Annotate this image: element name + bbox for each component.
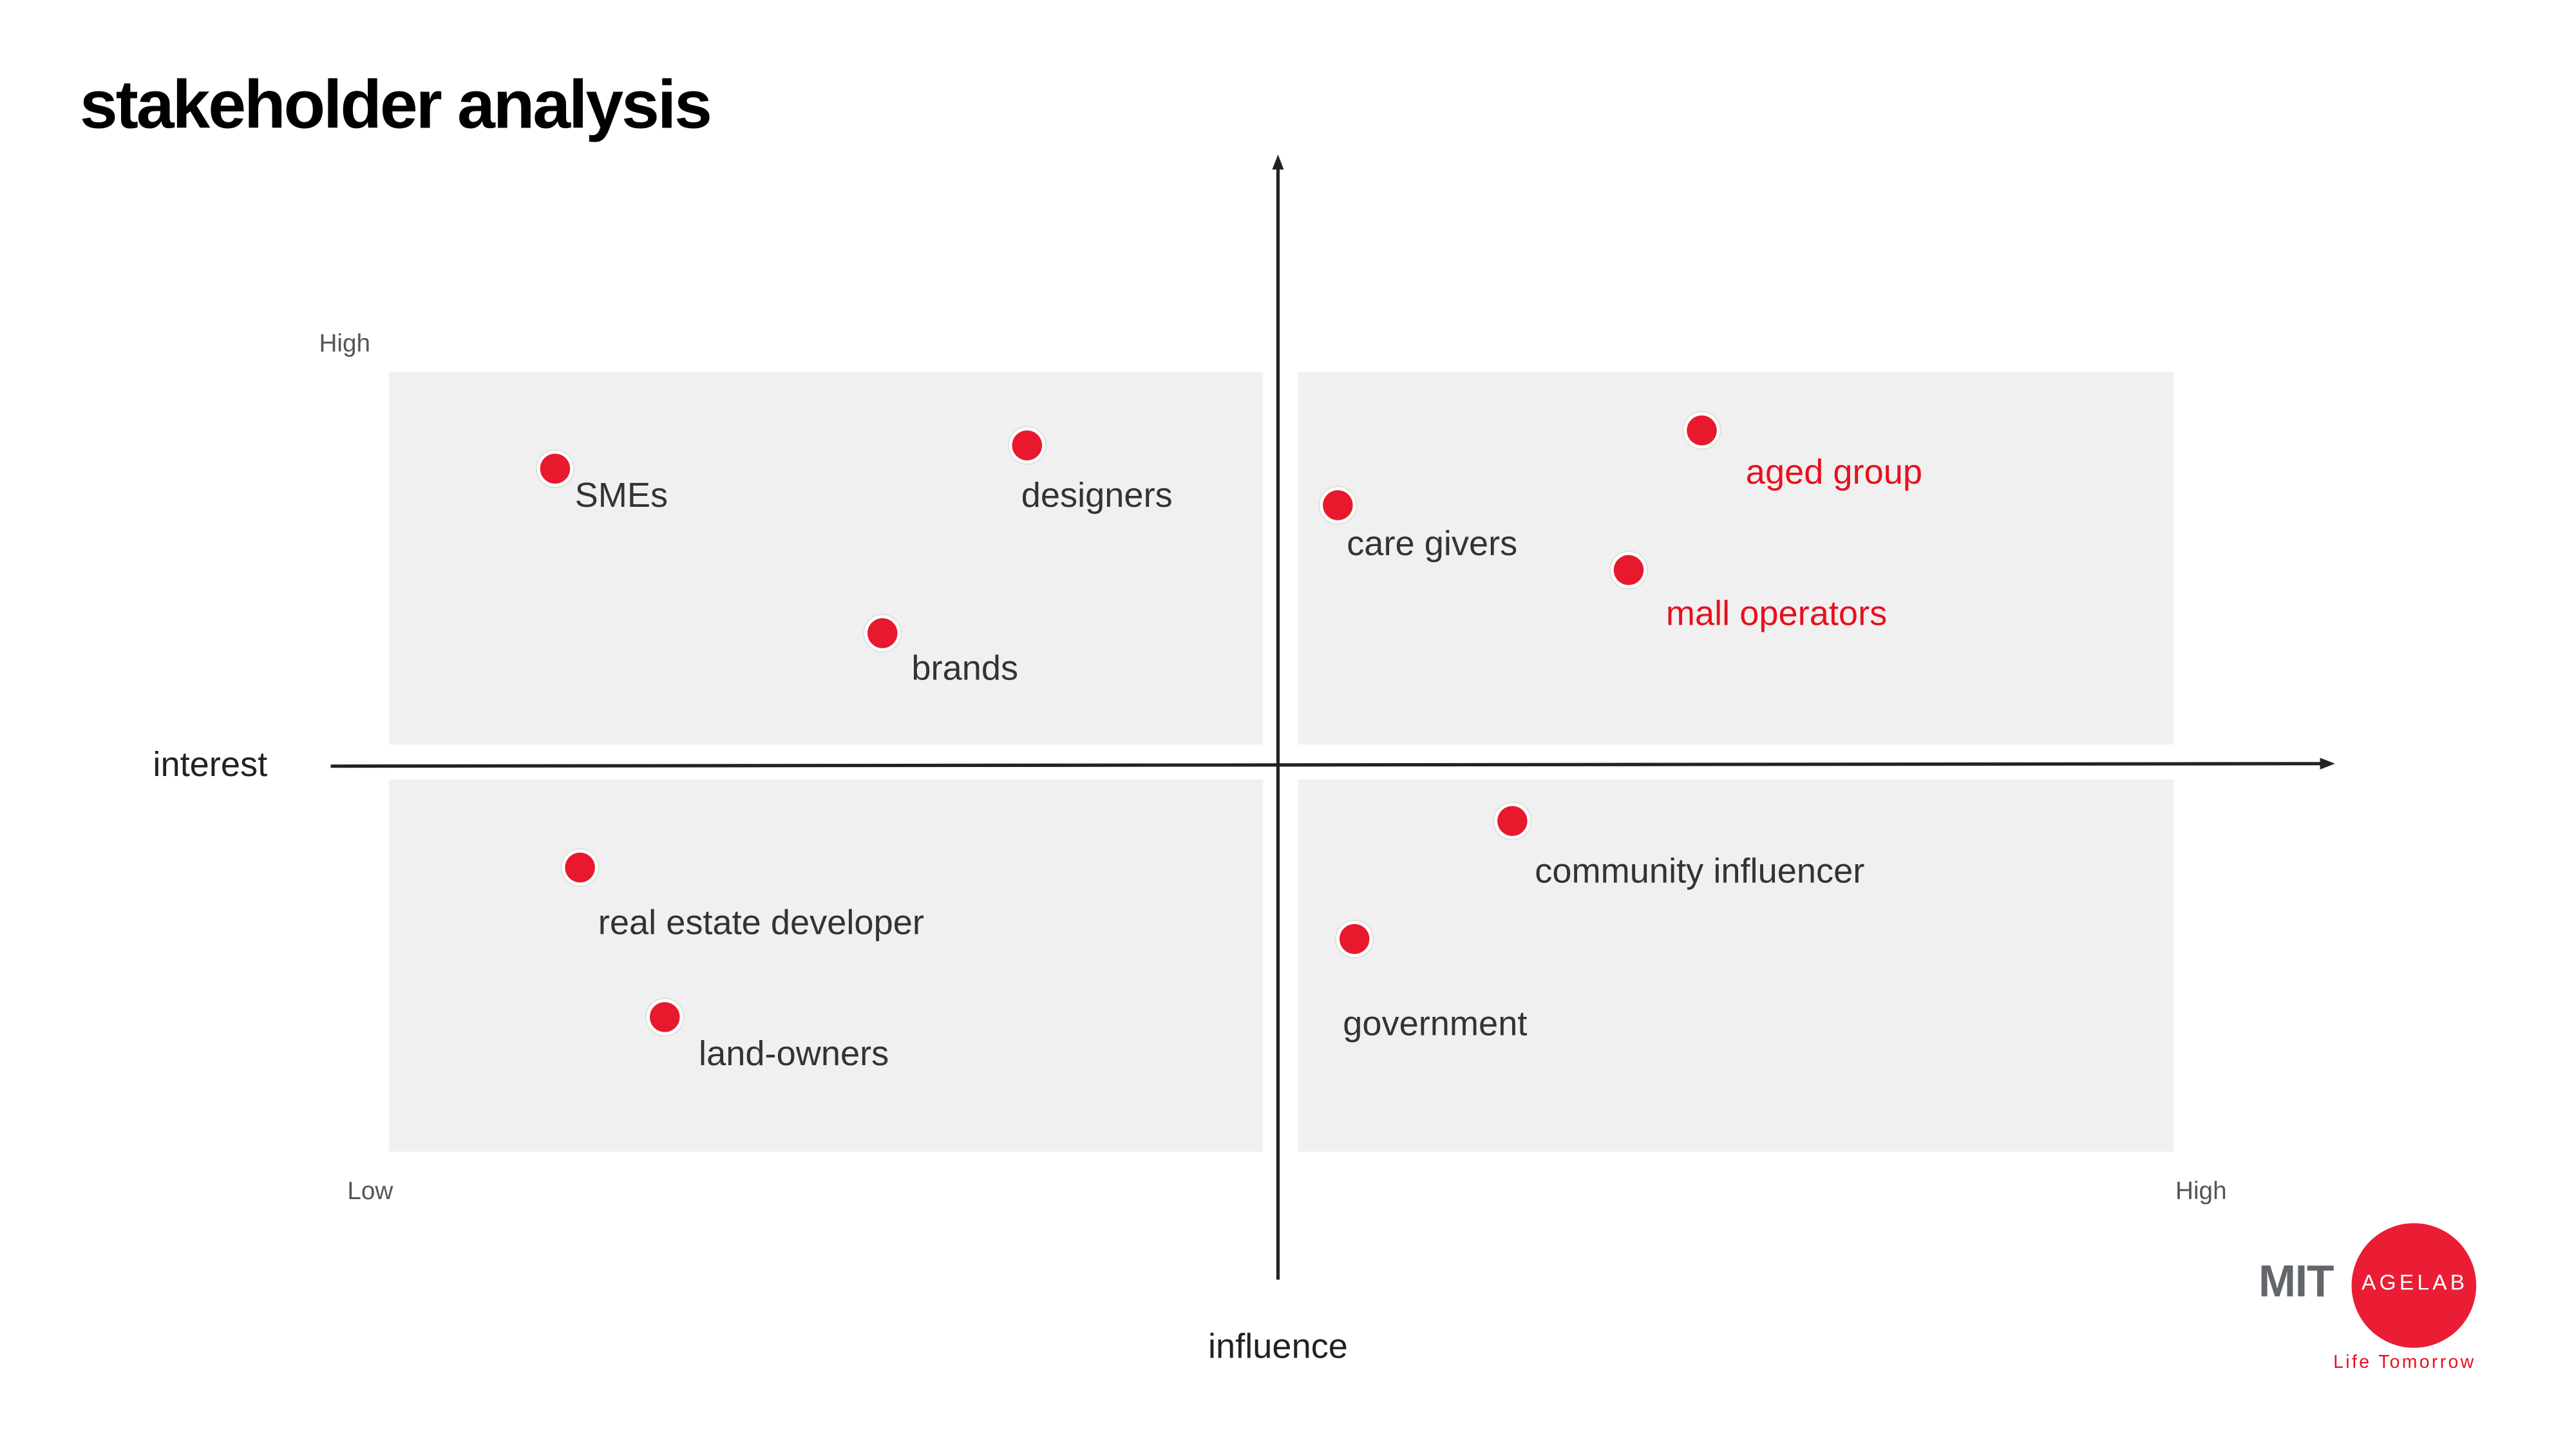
logo-tagline: Life Tomorrow (2333, 1352, 2476, 1373)
data-point-marker (536, 450, 573, 488)
data-point-marker (1611, 552, 1648, 589)
y-axis-arrow (1272, 154, 1284, 170)
page-title: stakeholder analysis (79, 66, 712, 143)
quadrant-bottom-left (388, 779, 1264, 1152)
y-axis-label: interest (153, 746, 268, 785)
data-point-marker (1320, 487, 1357, 524)
data-point-label: aged group (1745, 453, 1923, 493)
data-point-label: care givers (1347, 525, 1518, 564)
data-point-marker (865, 615, 902, 652)
data-point-marker (1009, 427, 1046, 464)
logo-agelab-text: AGELAB (2361, 1269, 2468, 1295)
logo-circle (2351, 1223, 2477, 1348)
x-axis-arrow (2320, 757, 2335, 770)
data-point-label: real estate developer (598, 904, 924, 942)
data-point-label: community influencer (1535, 853, 1865, 891)
quadrant-bottom-right (1298, 779, 2174, 1152)
x-high-tick-label: High (2175, 1177, 2227, 1206)
data-point-marker (562, 849, 598, 886)
x-axis-line (330, 762, 2324, 768)
data-point-marker (647, 998, 684, 1036)
data-point-label: government (1343, 1005, 1528, 1044)
data-point-marker (1684, 412, 1721, 450)
y-high-tick-label: High (319, 330, 371, 359)
data-point-label: SMEs (574, 477, 668, 516)
quadrant-top-right (1298, 372, 2174, 745)
data-point-label: designers (1021, 477, 1173, 516)
low-tick-label: Low (347, 1177, 393, 1206)
quadrant-top-left (388, 372, 1264, 745)
data-point-label: brands (911, 650, 1019, 688)
data-point-marker (1493, 802, 1530, 840)
logo-mit-text: MIT (2259, 1256, 2334, 1307)
data-point-label: land-owners (699, 1035, 889, 1074)
data-point-label: mall operators (1665, 595, 1888, 634)
x-axis-label: influence (1208, 1327, 1348, 1367)
data-point-marker (1336, 920, 1373, 958)
